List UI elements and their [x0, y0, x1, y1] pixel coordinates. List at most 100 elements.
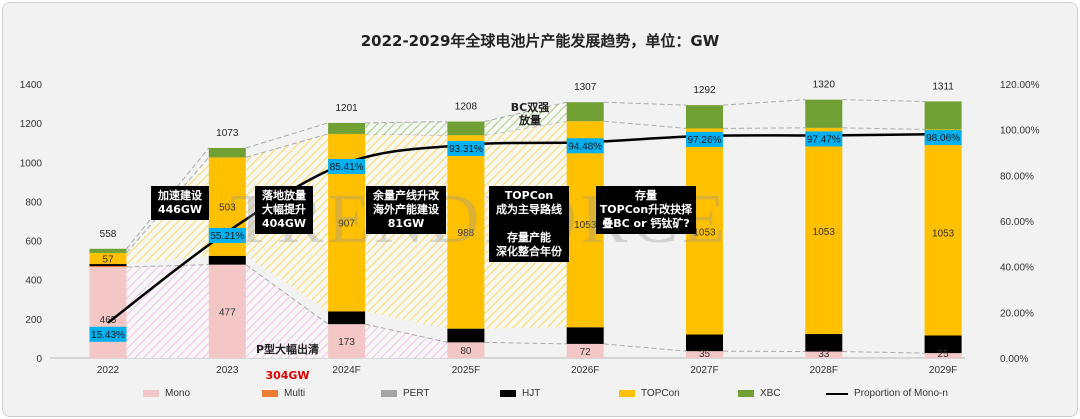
- proportion-label-bg: [924, 130, 962, 146]
- bar-segment-xbc: [89, 248, 127, 253]
- proportion-label-bg: [89, 326, 127, 342]
- flow-dash-line: [126, 157, 210, 254]
- y-right-tick-label: 20.00%: [1000, 308, 1034, 319]
- x-tick-label: 2025F: [452, 365, 480, 376]
- bar-segment-xbc: [566, 102, 604, 122]
- flow-dash-line: [722, 127, 806, 129]
- topcon-value-label: 1053: [932, 228, 955, 239]
- proportion-label-bg: [805, 131, 843, 147]
- mono-value-label: 33: [818, 349, 830, 360]
- bar-segment-mono: [447, 342, 485, 358]
- topcon-value-label: 907: [338, 219, 355, 230]
- legend-label: HJT: [522, 388, 541, 399]
- total-label: 1208: [455, 102, 478, 113]
- proportion-label-bg: [686, 131, 723, 147]
- flow-band-topcon: [842, 128, 924, 336]
- x-tick-label: 2029F: [929, 365, 957, 376]
- total-label: 1311: [932, 81, 954, 92]
- flow-dash-line: [245, 133, 329, 158]
- bar-segment-topcon: [447, 135, 485, 329]
- flow-band-mono: [484, 342, 566, 358]
- y-left-tick-label: 1000: [20, 158, 43, 169]
- bar-segment-mono: [686, 351, 723, 358]
- total-label: 1320: [813, 80, 836, 91]
- x-tick-label: 2023: [216, 365, 239, 376]
- topcon-value-label: 57: [102, 254, 114, 265]
- bar-segment-hjt: [686, 334, 723, 352]
- flow-dash-line: [603, 101, 687, 106]
- flow-band-mono: [126, 264, 209, 358]
- flow-dash-line: [842, 99, 925, 102]
- total-label: 1073: [216, 128, 239, 139]
- mono-value-label: 477: [219, 307, 236, 318]
- y-right-tick-label: 80.00%: [1000, 171, 1034, 182]
- x-tick-label: 2026F: [571, 365, 599, 376]
- proportion-label-bg: [566, 138, 604, 154]
- bar-segment-topcon: [805, 127, 843, 334]
- flow-band-mono: [723, 351, 805, 358]
- bar-segment-xbc: [208, 147, 246, 158]
- legend-pert: PERT: [381, 388, 430, 399]
- total-label: 558: [100, 229, 117, 240]
- flow-band-topcon: [723, 128, 805, 335]
- bar-segment-mono: [924, 353, 962, 358]
- bar-segment-topcon: [924, 129, 962, 336]
- x-tick-label: 2024F: [332, 365, 360, 376]
- legend-topcon: TOPCon: [619, 388, 680, 399]
- flow-dash-line: [484, 341, 567, 345]
- topcon-value-label: 988: [458, 228, 475, 239]
- mono-value-label: 72: [580, 347, 592, 358]
- mono-value-label: 173: [338, 337, 355, 348]
- flow-dash-line: [365, 121, 448, 124]
- proportion-label: 97.47%: [807, 134, 841, 145]
- proportion-label-bg: [208, 227, 246, 243]
- legend-swatch: [381, 390, 397, 397]
- flow-band-xbc: [365, 121, 448, 136]
- proportion-label: 15.43%: [91, 330, 125, 341]
- annotation-p-type-label: P型大幅出清: [255, 343, 320, 356]
- flow-dash-line: [126, 264, 209, 268]
- bar-segment-hjt: [447, 328, 485, 343]
- bar-segment-xbc: [686, 105, 723, 129]
- proportion-label: 85.41%: [330, 162, 364, 173]
- legend-label: TOPCon: [641, 388, 680, 399]
- y-left-tick-label: 600: [25, 237, 42, 248]
- y-right-tick-label: 60.00%: [1000, 217, 1034, 228]
- bar-segment-mono: [208, 264, 246, 358]
- topcon-value-label: 503: [219, 203, 236, 214]
- flow-dash-line: [364, 323, 448, 343]
- proportion-label: 93.31%: [449, 144, 483, 155]
- bar-segment-hjt: [805, 333, 843, 352]
- legend-swatch: [262, 390, 278, 397]
- legend-mono: Mono: [143, 388, 190, 399]
- flow-band-mono: [365, 324, 448, 358]
- proportion-label: 97.26%: [688, 135, 722, 146]
- bar-segment-xbc: [447, 121, 485, 136]
- bar-segment-mono: [566, 343, 604, 358]
- mono-value-label: 25: [938, 349, 950, 360]
- flow-dash-line: [245, 122, 329, 149]
- y-left-tick-label: 200: [25, 315, 42, 326]
- flow-dash-line: [603, 343, 687, 352]
- total-label: 1201: [335, 103, 358, 114]
- annotation-deployment: 落地放量 大幅提升 404GW: [255, 186, 313, 234]
- legend-swatch: [826, 392, 848, 395]
- flow-band-mono: [604, 344, 686, 358]
- y-left-tick-label: 400: [25, 276, 42, 287]
- legend-swatch: [500, 390, 516, 397]
- flow-dash-line: [245, 264, 329, 325]
- bar-segment-hjt: [89, 264, 127, 267]
- bar-segment-mono: [328, 324, 366, 358]
- flow-dash-line: [484, 101, 567, 123]
- y-left-tick-label: 800: [25, 197, 42, 208]
- y-right-tick-label: 100.00%: [1000, 126, 1040, 137]
- bar-segment-xbc: [805, 99, 843, 128]
- bar-segment-xbc: [328, 122, 366, 134]
- proportion-label: 94.48%: [568, 141, 602, 152]
- total-label: 1292: [693, 85, 716, 96]
- total-label: 1307: [574, 82, 597, 93]
- proportion-label-bg: [447, 140, 485, 156]
- bar-segment-hjt: [924, 335, 962, 354]
- topcon-value-label: 1053: [574, 220, 597, 231]
- bar-segment-mono: [805, 351, 843, 358]
